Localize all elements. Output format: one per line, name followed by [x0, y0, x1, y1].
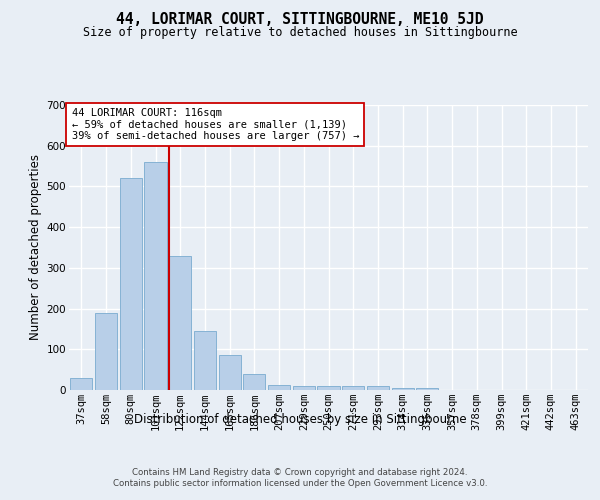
Text: 44 LORIMAR COURT: 116sqm
← 59% of detached houses are smaller (1,139)
39% of sem: 44 LORIMAR COURT: 116sqm ← 59% of detach…: [71, 108, 359, 141]
Bar: [293, 386, 315, 390]
Bar: [416, 388, 439, 390]
Y-axis label: Number of detached properties: Number of detached properties: [29, 154, 43, 340]
Bar: [145, 162, 167, 390]
Bar: [119, 178, 142, 390]
Text: 44, LORIMAR COURT, SITTINGBOURNE, ME10 5JD: 44, LORIMAR COURT, SITTINGBOURNE, ME10 5…: [116, 12, 484, 28]
Bar: [268, 385, 290, 390]
Bar: [367, 386, 389, 390]
Bar: [243, 374, 265, 390]
Bar: [70, 378, 92, 390]
Bar: [169, 256, 191, 390]
Bar: [194, 331, 216, 390]
Text: Size of property relative to detached houses in Sittingbourne: Size of property relative to detached ho…: [83, 26, 517, 39]
Text: Contains HM Land Registry data © Crown copyright and database right 2024.
Contai: Contains HM Land Registry data © Crown c…: [113, 468, 487, 487]
Bar: [342, 386, 364, 390]
Bar: [392, 388, 414, 390]
Text: Distribution of detached houses by size in Sittingbourne: Distribution of detached houses by size …: [134, 412, 466, 426]
Bar: [317, 386, 340, 390]
Bar: [95, 312, 117, 390]
Bar: [218, 354, 241, 390]
